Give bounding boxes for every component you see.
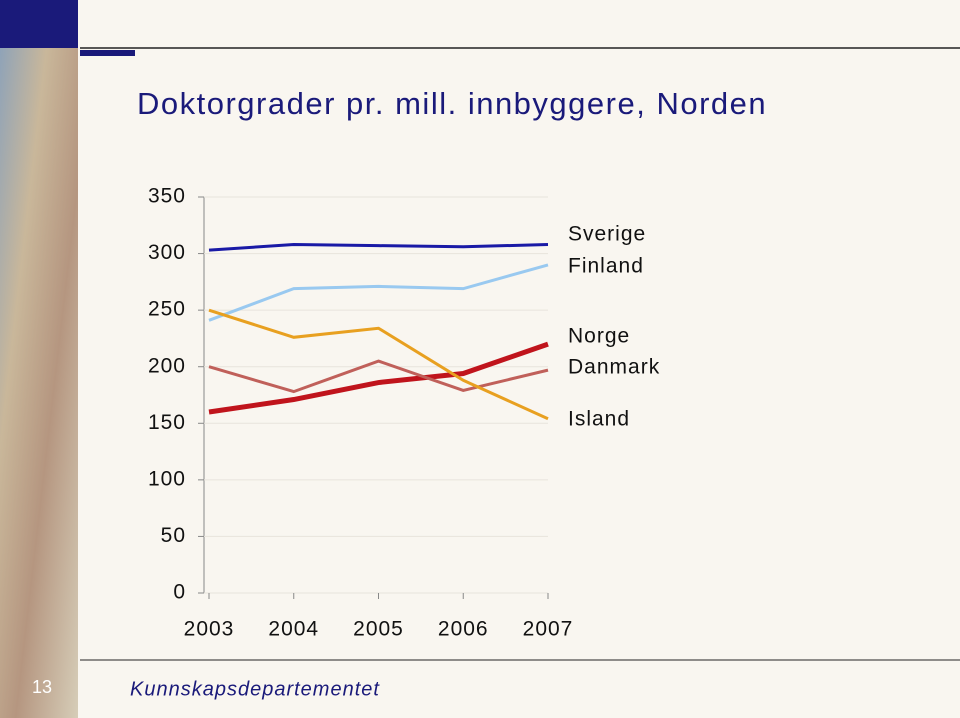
legend-label: Sverige [568, 223, 646, 246]
x-tick-label: 2004 [268, 618, 319, 641]
series-line [208, 243, 549, 252]
y-tick-label: 100 [148, 467, 186, 490]
chart: 0 50 100 150 200 250 300 350 2003 2004 2005 2006 200… [148, 185, 660, 641]
legend-label: Danmark [568, 356, 660, 379]
footer: Kunnskapsdepartementet [130, 678, 380, 700]
decor-square [0, 0, 78, 48]
decor-painting [0, 48, 78, 718]
legend-label: Finland [568, 255, 644, 278]
y-tick-label: 150 [148, 411, 186, 434]
x-tick-label: 2007 [523, 618, 574, 641]
legend-label: Norge [568, 325, 630, 348]
slide-title: Doktorgrader pr. mill. innbyggere, Norde… [137, 86, 767, 121]
y-tick-label: 250 [148, 298, 186, 321]
series-line [208, 341, 549, 415]
x-tick-label: 2005 [353, 618, 404, 641]
series-line [208, 263, 549, 322]
x-tick-label: 2003 [184, 618, 235, 641]
decor-bar [80, 50, 135, 56]
x-tick-label: 2006 [438, 618, 489, 641]
y-tick-label: 200 [148, 354, 186, 377]
y-tick-label: 350 [148, 185, 186, 208]
y-tick-label: 0 [173, 581, 186, 604]
page-number: 13 [32, 677, 52, 697]
series-line [208, 359, 549, 394]
legend-label: Island [568, 408, 630, 431]
y-tick-label: 300 [148, 241, 186, 264]
series-line [208, 308, 549, 421]
y-tick-label: 50 [161, 524, 186, 547]
